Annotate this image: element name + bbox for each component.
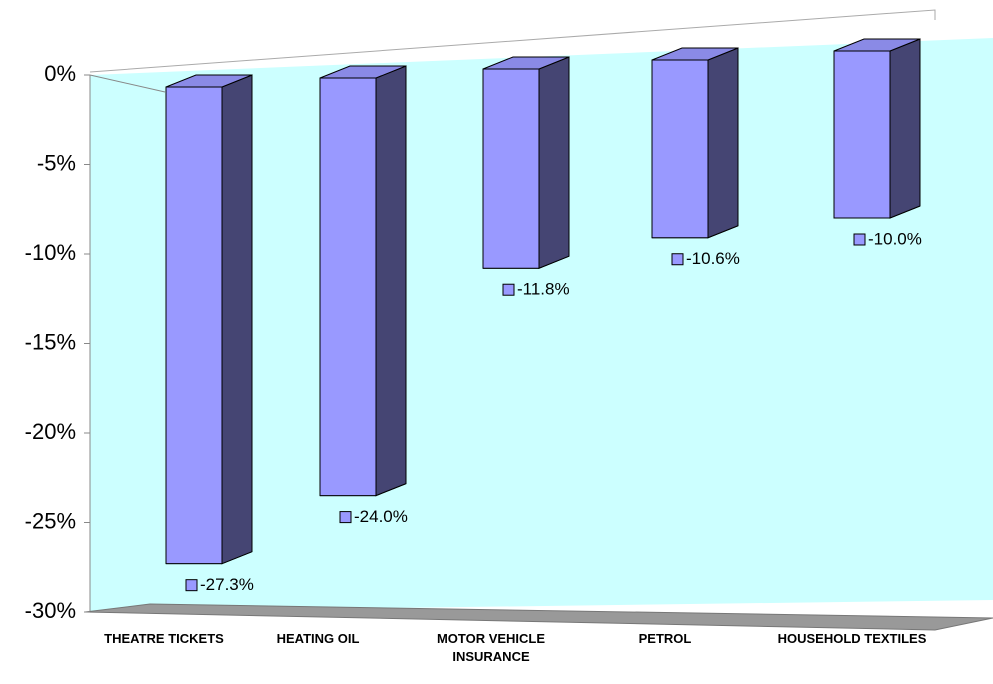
x-tick-label: HOUSEHOLD TEXTILES [777,631,927,646]
y-tick-label: -20% [25,419,76,444]
bar-side [221,74,253,565]
data-label: -10.6% [686,249,740,268]
bar-front [651,59,709,239]
wall-edge [89,9,936,73]
wall-edge [89,74,166,93]
bar-side [375,65,407,497]
x-tick-label: THEATRE TICKETS [104,631,224,646]
data-label: -11.8% [517,280,570,299]
legend-key [185,579,198,592]
bar [833,38,921,219]
bar-front [833,50,891,219]
legend-key [502,283,515,296]
data-label: -10.0% [868,229,922,248]
y-tick-label: -25% [25,508,76,533]
bar-side [889,38,921,219]
bar [319,65,407,497]
bar [651,47,739,239]
bar-front [482,68,540,269]
y-tick-label: -30% [25,598,76,623]
bar-side [538,56,570,269]
legend-key [671,253,684,266]
y-tick-label: -15% [25,329,76,354]
data-label: -24.0% [354,507,408,526]
bar-front [165,86,223,565]
x-tick-label: PETROL [638,631,692,646]
bar [165,74,253,565]
legend-key [853,233,866,246]
y-tick-label: -5% [37,150,76,175]
legend-key [339,511,352,524]
data-label: -27.3% [200,575,254,594]
y-tick-label: -10% [25,240,76,265]
x-tick-label: MOTOR VEHICLE INSURANCE [436,631,546,664]
back-wall [90,38,993,612]
bar-side [707,47,739,239]
floor [84,603,993,631]
bar-front [319,77,377,497]
bar [482,56,570,269]
y-tick-label: 0% [44,61,76,86]
x-tick-label: HEATING OIL [276,631,360,646]
